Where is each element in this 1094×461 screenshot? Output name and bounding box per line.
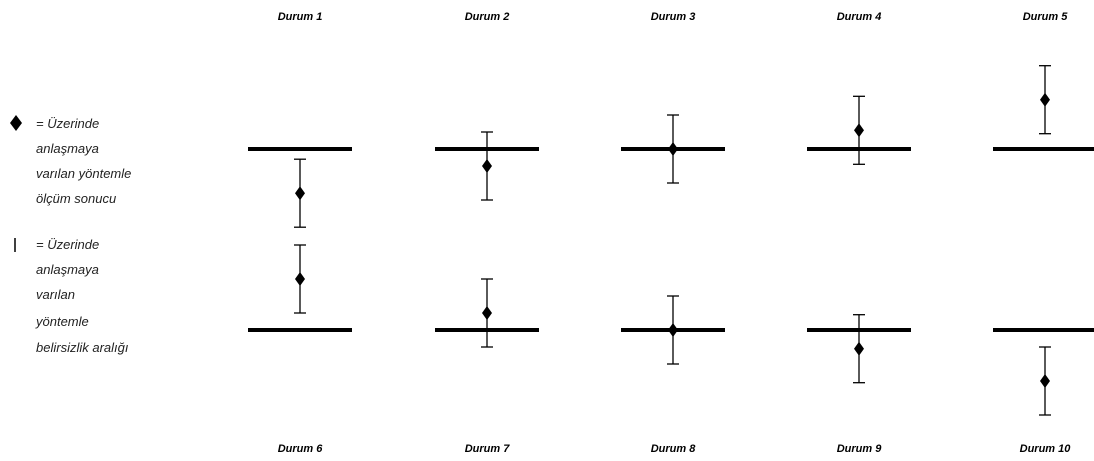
case-3-label: Durum 3 <box>651 11 696 23</box>
legend-marker-line-4: ölçüm sonucu <box>36 191 116 206</box>
case-2-result-diamond <box>482 159 492 173</box>
case-5-label: Durum 5 <box>1023 11 1069 23</box>
case-1-label: Durum 1 <box>278 11 323 23</box>
cases-group: Durum 1 Durum 2 Durum 3 Durum 4 Durum 5 Durum… <box>248 11 1094 455</box>
case-9-label: Durum 9 <box>837 443 883 455</box>
legend-interval-line-4: yöntemle <box>35 314 89 329</box>
legend-diamond-icon <box>10 115 22 131</box>
case-6-result-diamond <box>295 272 305 286</box>
legend-interval-line-5: belirsizlik aralığı <box>36 340 129 355</box>
case-6-label: Durum 6 <box>278 443 324 455</box>
case-7-label: Durum 7 <box>465 443 511 455</box>
legend-interval-line-2: anlaşmaya <box>36 262 99 277</box>
legend-interval-line-1: = Üzerinde <box>36 237 99 252</box>
legend-marker-line-2: anlaşmaya <box>36 141 99 156</box>
case-7-result-diamond <box>482 306 492 320</box>
case-4-label: Durum 4 <box>837 11 882 23</box>
case-4-result-diamond <box>854 123 864 138</box>
case-8-label: Durum 8 <box>651 443 697 455</box>
case-3-result-diamond <box>668 142 678 156</box>
case-9-result-diamond <box>854 341 864 356</box>
case-10-label: Durum 10 <box>1020 443 1072 455</box>
case-2-label: Durum 2 <box>465 11 510 23</box>
legend-marker-line-3: varılan yöntemle <box>36 166 131 181</box>
case-10-result-diamond <box>1040 374 1050 388</box>
legend-marker-line-1: = Üzerinde <box>36 116 99 131</box>
legend-interval-line-3: varılan <box>36 287 75 302</box>
case-1-result-diamond <box>295 186 305 201</box>
case-5-result-diamond <box>1040 92 1050 107</box>
case-8-result-diamond <box>668 323 678 337</box>
